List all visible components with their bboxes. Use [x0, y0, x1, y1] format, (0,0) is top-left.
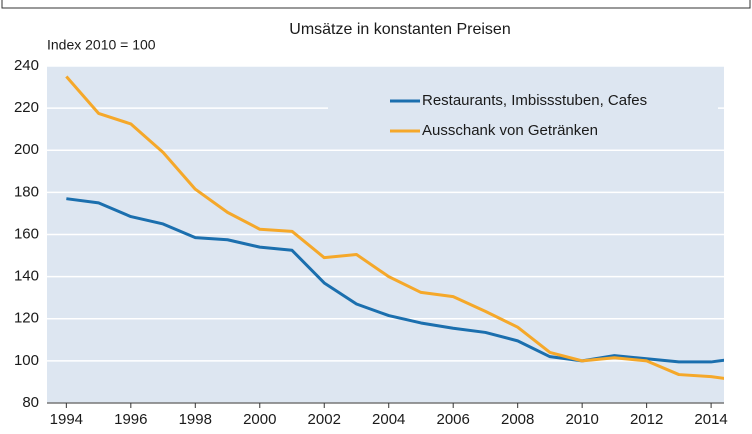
- y-tick-label: 100: [14, 352, 39, 369]
- legend-label: Restaurants, Imbissstuben, Cafes: [422, 92, 647, 109]
- y-tick-label: 120: [14, 310, 39, 327]
- y-tick-label: 220: [14, 99, 39, 116]
- x-tick-label: 1998: [179, 411, 212, 428]
- y-tick-label: 140: [14, 268, 39, 285]
- legend-box: [328, 84, 718, 148]
- frame: [1, 0, 751, 9]
- series-line: [66, 197, 724, 364]
- chart-title: Umsätze in konstanten Preisen: [289, 21, 510, 38]
- x-tick-label: 2000: [243, 411, 276, 428]
- x-tick-label: 2002: [308, 411, 341, 428]
- lines: [65, 75, 724, 380]
- y-tick-label: 180: [14, 183, 39, 200]
- y-tick-label: 80: [22, 394, 39, 411]
- y-axis-label: Index 2010 = 100: [47, 37, 156, 53]
- x-tick-label: 2014: [694, 411, 727, 428]
- x-tick-label: 2008: [501, 411, 534, 428]
- y-tick-label: 160: [14, 225, 39, 242]
- y-tick-label: 240: [14, 57, 39, 74]
- legend-label: Ausschank von Getränken: [422, 122, 598, 139]
- series-line: [65, 75, 724, 380]
- x-tick-label: 1994: [50, 411, 83, 428]
- x-tick-label: 2012: [630, 411, 663, 428]
- x-tick-label: 1996: [114, 411, 147, 428]
- x-tick-label: 2006: [437, 411, 470, 428]
- x-tick-label: 2004: [372, 411, 405, 428]
- y-tick-label: 200: [14, 141, 39, 158]
- x-tick-label: 2010: [565, 411, 598, 428]
